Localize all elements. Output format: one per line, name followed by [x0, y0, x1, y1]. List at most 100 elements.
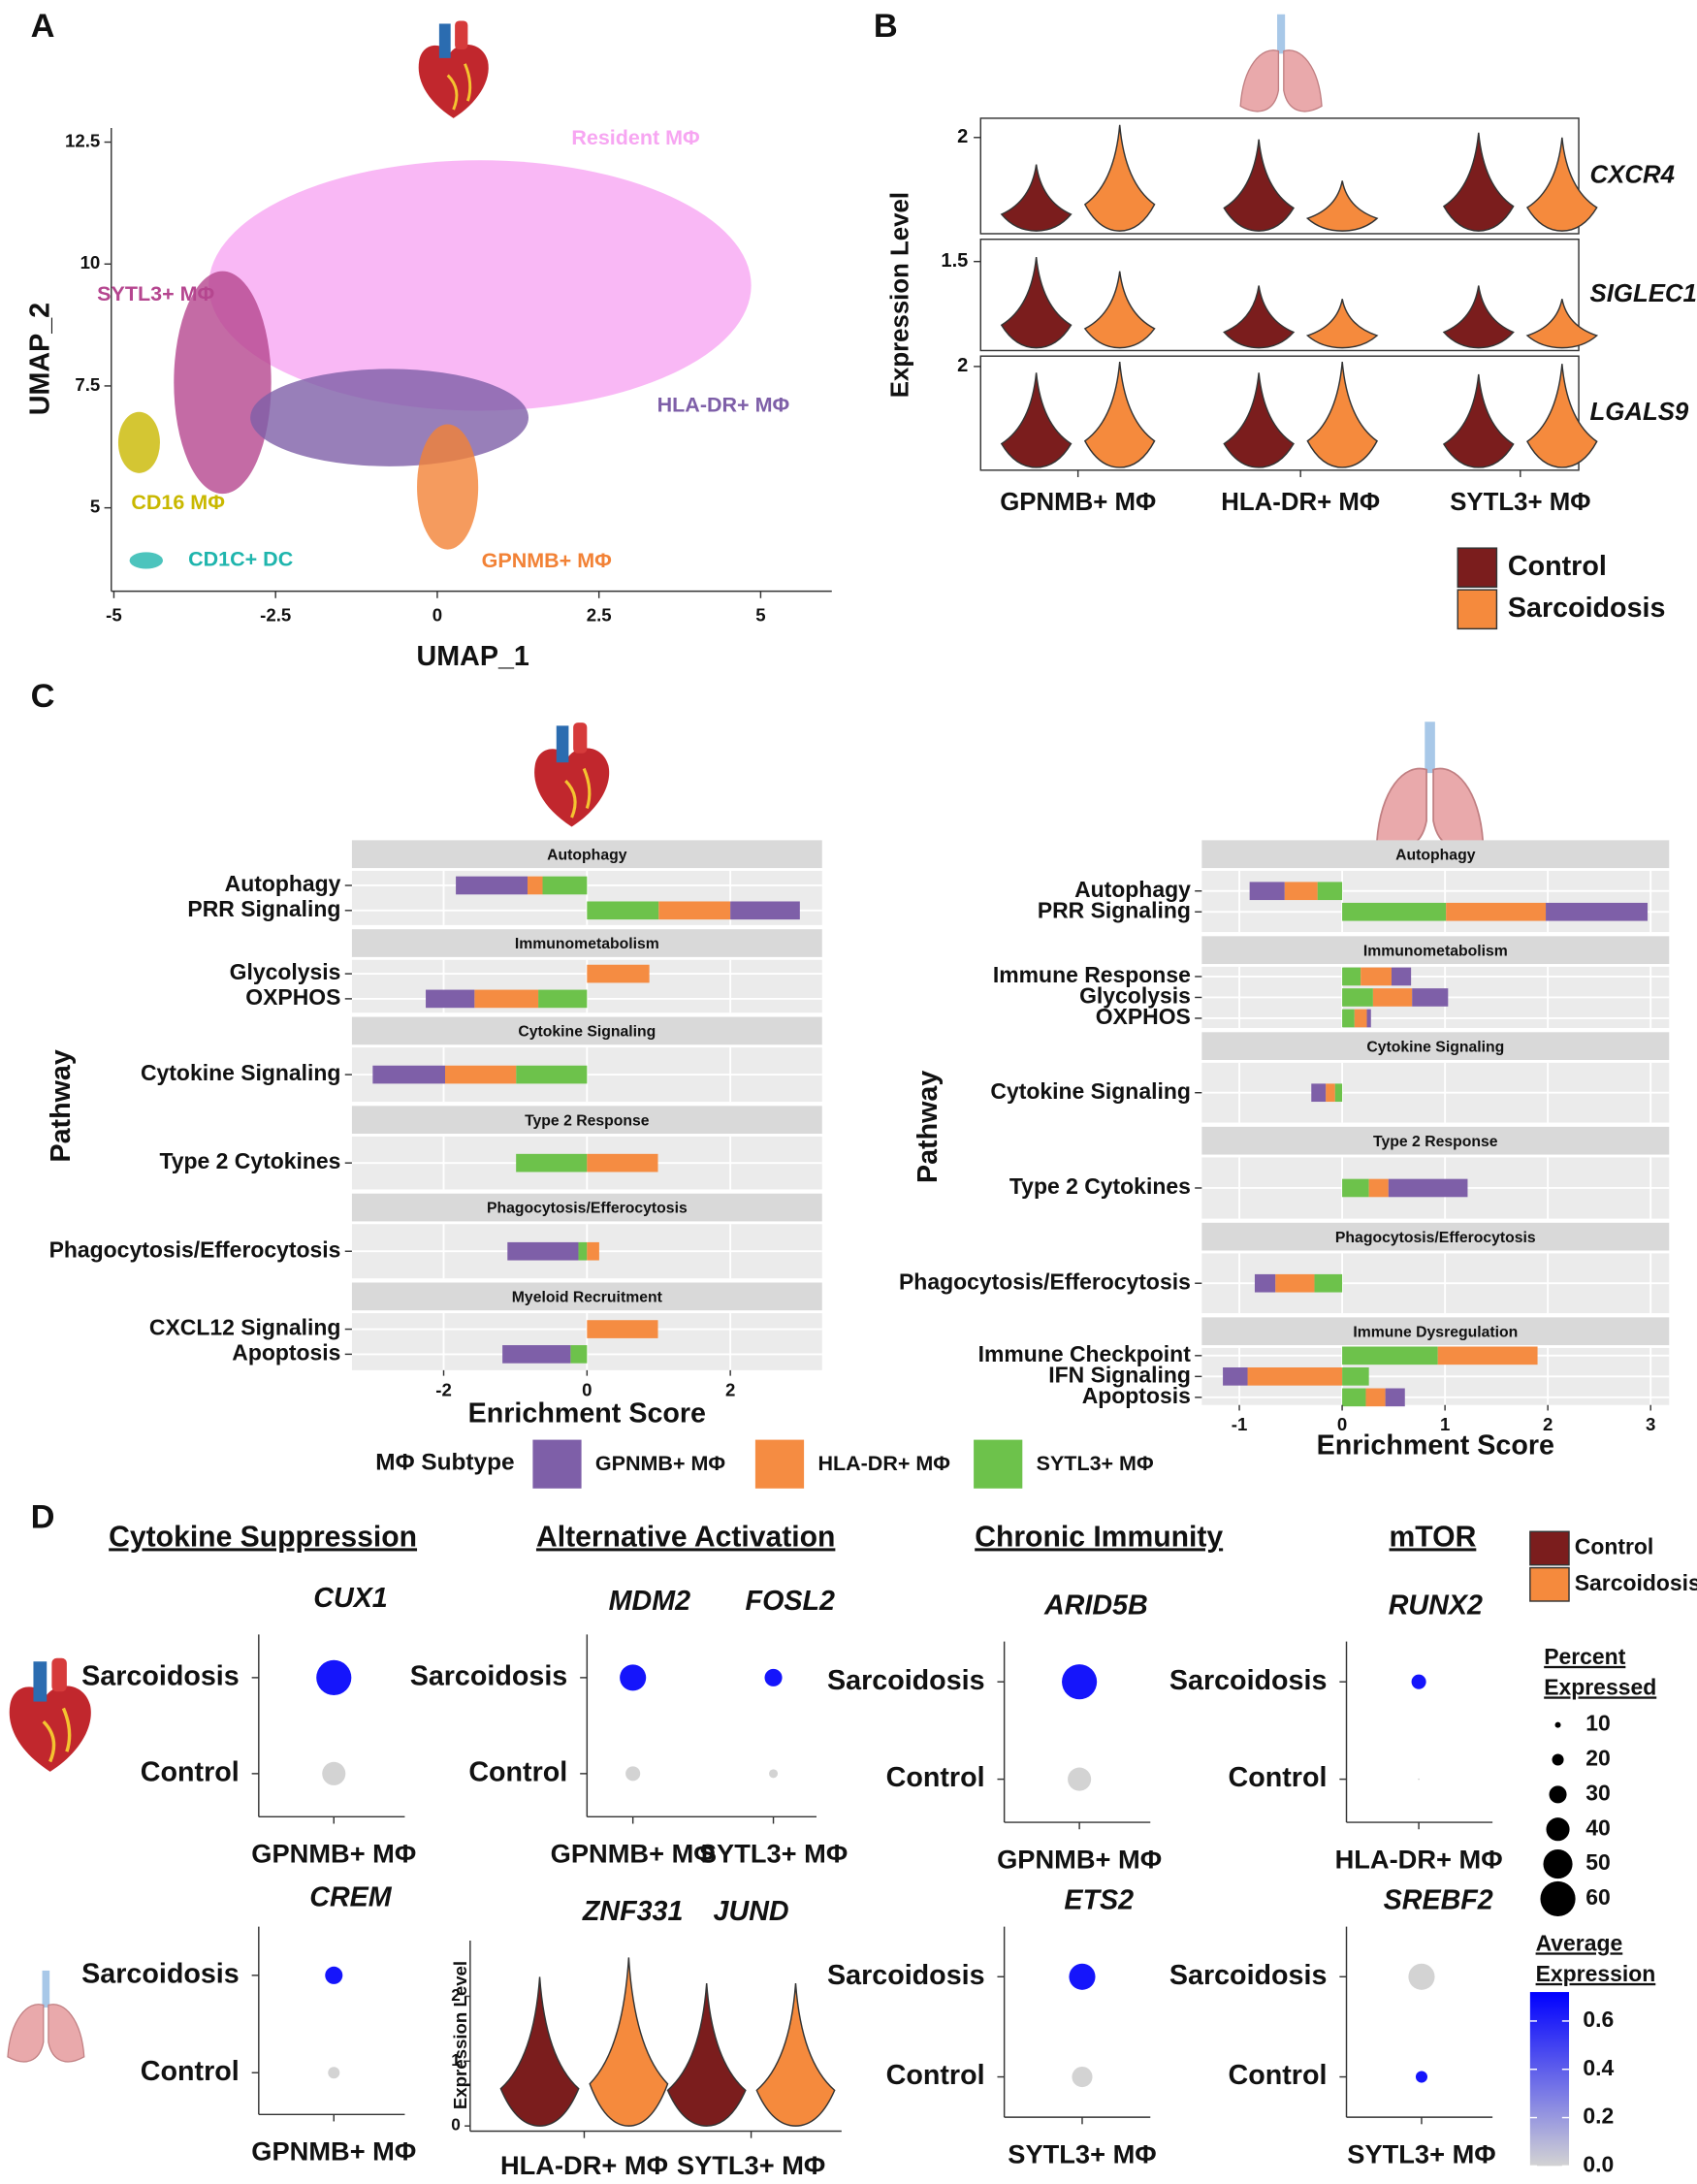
x-tick-label: HLA-DR+ MΦ — [1221, 489, 1380, 516]
bar — [516, 1153, 588, 1172]
legend-swatch — [1457, 589, 1498, 630]
row-label: Sarcoidosis — [81, 1660, 240, 1691]
dot — [620, 1664, 647, 1691]
pathway-label: Cytokine Signaling — [990, 1078, 1190, 1104]
facet-strip — [1201, 1222, 1670, 1251]
bar — [527, 876, 543, 895]
bar — [516, 1065, 588, 1084]
bar — [507, 1241, 579, 1261]
size-key — [1540, 1880, 1576, 1917]
y-tick-label: 2 — [451, 1985, 461, 2005]
row-label: Control — [141, 1756, 240, 1787]
dot — [328, 2067, 340, 2079]
bar — [1446, 902, 1547, 921]
heart-icon — [7, 1655, 93, 1774]
dot — [764, 1668, 783, 1686]
cluster-label: Resident MΦ — [571, 126, 699, 149]
violin — [755, 1983, 836, 2127]
colorbar-label: 0.2 — [1583, 2104, 1614, 2129]
facet-title: Type 2 Response — [525, 1112, 650, 1129]
y-tick-label: 5 — [90, 497, 100, 517]
x-tick-label: HLA-DR+ MΦ — [1335, 1844, 1503, 1874]
legend-swatch — [974, 1439, 1023, 1489]
facet-title: Immune Dysregulation — [1353, 1324, 1518, 1340]
bar — [1284, 882, 1318, 901]
facet-title: Phagocytosis/Efferocytosis — [487, 1201, 688, 1217]
violin — [1000, 372, 1073, 468]
gene-label: MDM2 — [609, 1586, 690, 1617]
x-tick-label: GPNMB+ MΦ — [1000, 489, 1156, 516]
group-title: Chronic Immunity — [975, 1521, 1223, 1553]
cluster-label: SYTL3+ MΦ — [97, 282, 214, 305]
bar — [1342, 1388, 1366, 1407]
violin — [1305, 299, 1379, 349]
violin — [1442, 285, 1515, 349]
panel-label: C — [31, 678, 55, 715]
facet-title: Immunometabolism — [515, 936, 659, 952]
bar — [730, 901, 800, 920]
size-key — [1546, 1817, 1570, 1842]
pathway-label: Glycolysis — [1079, 983, 1191, 1009]
bar — [1342, 988, 1373, 1007]
facet-strip — [351, 1106, 822, 1135]
row-label: Control — [886, 1762, 985, 1793]
gene-label: ZNF331 — [582, 1896, 684, 1927]
bar — [1342, 1178, 1369, 1198]
y-axis-title: UMAP_2 — [25, 303, 56, 415]
y-tick-label: 2 — [957, 126, 968, 147]
cluster — [208, 160, 752, 411]
x-tick-label: GPNMB+ MΦ — [997, 1844, 1162, 1874]
pathway-label: Immune Response — [993, 962, 1191, 987]
facet-strip — [1201, 1126, 1670, 1155]
violin — [666, 1983, 747, 2127]
x-tick-label: 3 — [1646, 1414, 1655, 1434]
x-tick-label: SYTL3+ MΦ — [699, 1839, 848, 1869]
dot — [1069, 1963, 1096, 1990]
legend-label: Sarcoidosis — [1575, 1570, 1697, 1595]
row-label: Sarcoidosis — [1169, 1665, 1328, 1696]
x-axis-title: UMAP_1 — [417, 641, 529, 672]
cluster — [117, 411, 160, 473]
bar — [538, 989, 588, 1009]
x-axis-title: Enrichment Score — [1317, 1429, 1554, 1461]
pathway-label: Cytokine Signaling — [141, 1060, 340, 1085]
bar — [372, 1065, 445, 1084]
facet-border — [979, 355, 1580, 471]
dot — [1072, 2067, 1093, 2088]
bar — [570, 1345, 588, 1364]
gene-label: FOSL2 — [746, 1586, 835, 1617]
bar — [578, 1241, 588, 1261]
row-label: Sarcoidosis — [81, 1958, 240, 1989]
dot — [1062, 1664, 1098, 1700]
row-label: Control — [468, 1756, 567, 1787]
gene-label: CXCR4 — [1590, 161, 1675, 188]
violin — [1223, 139, 1295, 232]
pathway-label: Autophagy — [1074, 877, 1191, 902]
cluster-label: HLA-DR+ MΦ — [657, 394, 790, 417]
gene-label: CUX1 — [313, 1583, 387, 1614]
cluster — [174, 271, 272, 495]
heart-icon — [532, 721, 611, 829]
x-tick-label: GPNMB+ MΦ — [251, 2136, 416, 2167]
bar — [444, 1065, 517, 1084]
group-title: Cytokine Suppression — [109, 1521, 417, 1553]
bar — [1437, 1346, 1538, 1365]
pathway-label: Autophagy — [225, 871, 341, 896]
x-tick-label: SYTL3+ MΦ — [1347, 2139, 1495, 2169]
size-key — [1554, 1721, 1561, 1728]
gene-label: JUND — [714, 1896, 789, 1927]
pathway-label: Immune Checkpoint — [978, 1341, 1192, 1366]
violin — [589, 1957, 669, 2127]
bar — [1275, 1273, 1315, 1293]
violin — [1442, 132, 1515, 232]
row-label: Sarcoidosis — [827, 1665, 985, 1696]
bar — [426, 989, 475, 1009]
bar — [1342, 967, 1361, 986]
x-tick-label: 1 — [1440, 1414, 1450, 1434]
lung-icon — [7, 1970, 85, 2063]
row-label: Control — [1229, 1762, 1328, 1793]
pathway-label: Type 2 Cytokines — [1009, 1173, 1191, 1199]
bar — [1317, 882, 1343, 901]
bar — [1342, 902, 1447, 921]
y-tick-label: 1 — [451, 2050, 461, 2070]
